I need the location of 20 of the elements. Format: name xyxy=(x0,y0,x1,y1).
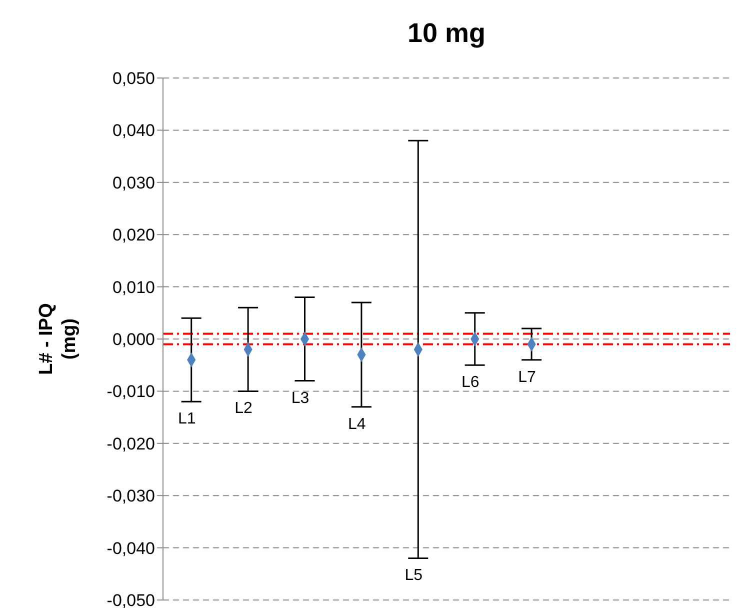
y-tick-label: -0,040 xyxy=(106,538,155,558)
y-tick-label: 0,040 xyxy=(112,121,155,140)
x-tick-label: L2 xyxy=(234,400,253,418)
y-tick-label: 0,010 xyxy=(112,278,155,297)
x-tick-label: L3 xyxy=(291,390,310,407)
x-tick-label: L5 xyxy=(404,567,423,584)
x-tick-label: L1 xyxy=(178,410,196,428)
y-tick-label: 0,020 xyxy=(112,226,155,245)
x-tick-label: L4 xyxy=(348,416,366,433)
y-tick-label: 0,030 xyxy=(112,173,155,192)
y-tick-label: -0,020 xyxy=(106,434,155,454)
x-tick-label: L6 xyxy=(461,374,480,392)
y-tick-label: 0,050 xyxy=(112,69,155,88)
y-tick-label: -0,010 xyxy=(106,382,155,402)
chart-title: 10 mg xyxy=(406,18,487,49)
y-axis-title: L# - IPQ (mg) xyxy=(35,303,81,375)
x-tick-label: L7 xyxy=(518,368,536,386)
y-tick-label: -0,050 xyxy=(106,591,155,608)
y-tick-label: 0,000 xyxy=(112,330,155,350)
y-tick-label: -0,030 xyxy=(106,486,155,506)
